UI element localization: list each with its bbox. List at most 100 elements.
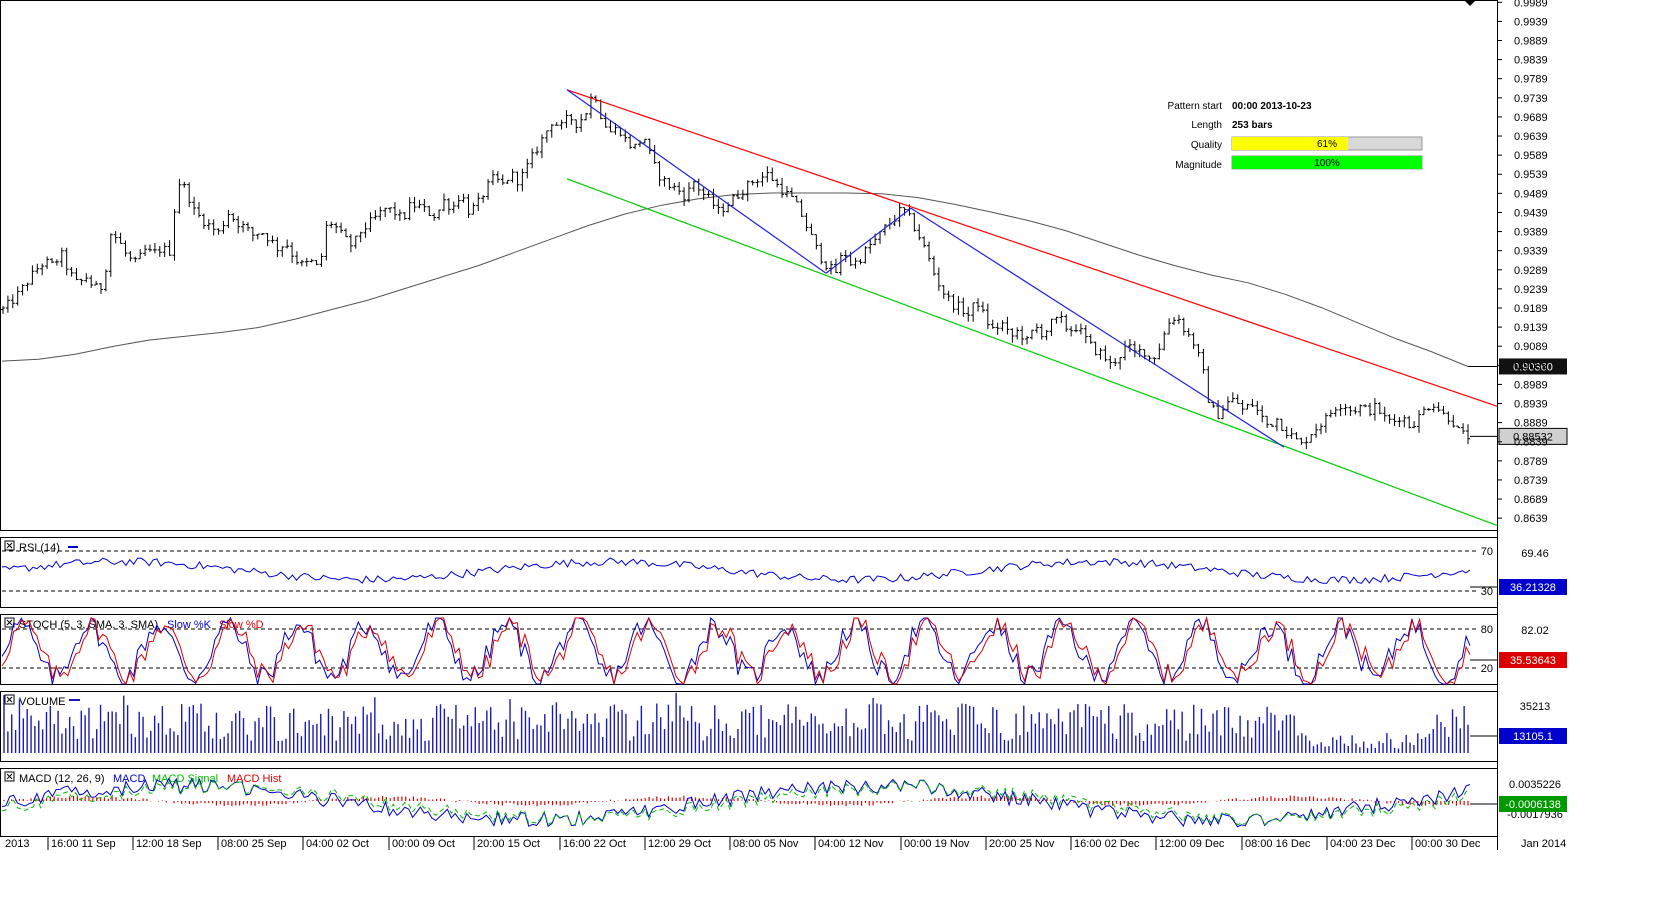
price-bar bbox=[1010, 328, 1015, 343]
price-bar bbox=[1196, 343, 1201, 357]
price-tick-label: 0.8839 bbox=[1514, 437, 1548, 449]
price-bar bbox=[211, 219, 216, 236]
price-bar bbox=[59, 247, 64, 268]
price-bar bbox=[672, 183, 677, 191]
price-bar bbox=[525, 158, 530, 179]
price-bar bbox=[770, 167, 775, 182]
scroll-arrow-icon[interactable] bbox=[1464, 0, 1476, 6]
price-bar bbox=[1103, 345, 1108, 362]
price-bar bbox=[520, 168, 525, 192]
macd-legend: MACD bbox=[113, 773, 145, 785]
price-bar bbox=[613, 122, 618, 135]
price-bar bbox=[84, 273, 89, 283]
price-bar bbox=[1020, 325, 1025, 346]
price-tick-label: 0.9989 bbox=[1514, 0, 1548, 9]
stoch-k-line bbox=[1, 616, 1471, 686]
stoch-d-legend: Slow %D bbox=[219, 619, 264, 631]
price-bar bbox=[378, 206, 383, 221]
price-bar bbox=[1054, 316, 1059, 324]
price-bar bbox=[1186, 328, 1191, 337]
time-tick-label: 16:00 22 Oct bbox=[563, 838, 626, 850]
time-tick-label: 04:00 12 Nov bbox=[818, 838, 884, 850]
price-bar bbox=[1377, 402, 1382, 415]
price-bar bbox=[1113, 358, 1118, 367]
zigzag-segment bbox=[910, 207, 1285, 448]
price-bar bbox=[784, 185, 789, 198]
price-bar bbox=[647, 138, 652, 155]
price-bar bbox=[1216, 399, 1221, 420]
price-bar bbox=[15, 286, 20, 306]
close-icon-x bbox=[6, 773, 13, 780]
price-bar bbox=[35, 263, 40, 274]
price-bar bbox=[481, 195, 486, 203]
price-bar bbox=[324, 220, 329, 261]
magnitude-bar-fill bbox=[1232, 156, 1422, 169]
close-icon-x bbox=[6, 696, 13, 703]
price-bar bbox=[882, 224, 887, 236]
time-axis: 2013 16:00 11 Sep 12:00 18 Sep 08:00 25 Sep… bbox=[5, 836, 1566, 850]
price-bar bbox=[1279, 418, 1284, 431]
current-value-label: 36.21328 bbox=[1510, 582, 1556, 594]
time-tick-label: 08:00 16 Dec bbox=[1245, 838, 1311, 850]
pattern-lines bbox=[566, 89, 1498, 526]
price-bar bbox=[94, 280, 99, 286]
quality-value: 61% bbox=[1317, 139, 1337, 150]
price-bar bbox=[49, 258, 54, 264]
price-bar bbox=[304, 257, 309, 267]
price-bar bbox=[152, 243, 157, 254]
price-bar bbox=[628, 134, 633, 149]
price-bar bbox=[348, 233, 353, 253]
price-bar bbox=[735, 190, 740, 200]
stochastic-panel: STOCH (5, 3, SMA, 3, SMA) Slow %K Slow %D 8… bbox=[1, 616, 1567, 686]
price-bar bbox=[530, 148, 535, 169]
price-bar bbox=[1005, 316, 1010, 335]
price-bar bbox=[147, 244, 152, 252]
price-bar bbox=[329, 221, 334, 229]
price-tick-label: 0.9339 bbox=[1514, 246, 1548, 258]
close-icon[interactable] bbox=[4, 771, 15, 782]
price-bar bbox=[241, 220, 246, 233]
price-bar bbox=[1078, 323, 1083, 335]
price-bar bbox=[1000, 320, 1005, 332]
close-icon[interactable] bbox=[4, 617, 15, 628]
price-bar bbox=[437, 209, 442, 220]
price-bar bbox=[814, 234, 819, 250]
macd-title: MACD (12, 26, 9) bbox=[19, 773, 105, 785]
price-bar bbox=[162, 242, 167, 258]
price-bar bbox=[388, 207, 393, 213]
price-tick-label: 0.9239 bbox=[1514, 284, 1548, 296]
price-bar bbox=[1382, 406, 1387, 422]
price-bar bbox=[432, 213, 437, 221]
price-bar bbox=[1451, 415, 1456, 428]
price-tick-label: 0.9889 bbox=[1514, 36, 1548, 48]
rsi-title: RSI (14) bbox=[19, 542, 60, 554]
close-icon[interactable] bbox=[4, 694, 15, 705]
price-bar bbox=[368, 212, 373, 233]
close-icon[interactable] bbox=[4, 540, 15, 551]
price-bar bbox=[564, 110, 569, 129]
macd-hist-legend: MACD Hist bbox=[227, 773, 281, 785]
price-bar bbox=[334, 222, 339, 234]
price-bar bbox=[157, 245, 162, 257]
rsi-level-30-label: 30 bbox=[1481, 586, 1493, 598]
price-bar bbox=[314, 260, 319, 266]
price-bar bbox=[569, 113, 574, 125]
price-bar bbox=[226, 209, 231, 229]
price-bar bbox=[397, 209, 402, 221]
price-bar bbox=[1436, 402, 1441, 412]
price-tick-label: 0.9539 bbox=[1514, 169, 1548, 181]
price-bar bbox=[1172, 316, 1177, 325]
price-bar bbox=[515, 171, 520, 192]
time-tick-label: 16:00 11 Sep bbox=[51, 838, 116, 850]
price-tick-label: 0.9489 bbox=[1514, 188, 1548, 200]
price-bar bbox=[1456, 425, 1461, 429]
price-bar bbox=[971, 302, 976, 322]
price-bar bbox=[319, 253, 324, 267]
price-bar bbox=[285, 239, 290, 249]
price-bar bbox=[1044, 329, 1049, 341]
price-bar bbox=[40, 263, 45, 276]
price-bar bbox=[1397, 416, 1402, 427]
price-bar bbox=[343, 228, 348, 238]
price-bar bbox=[236, 215, 241, 234]
